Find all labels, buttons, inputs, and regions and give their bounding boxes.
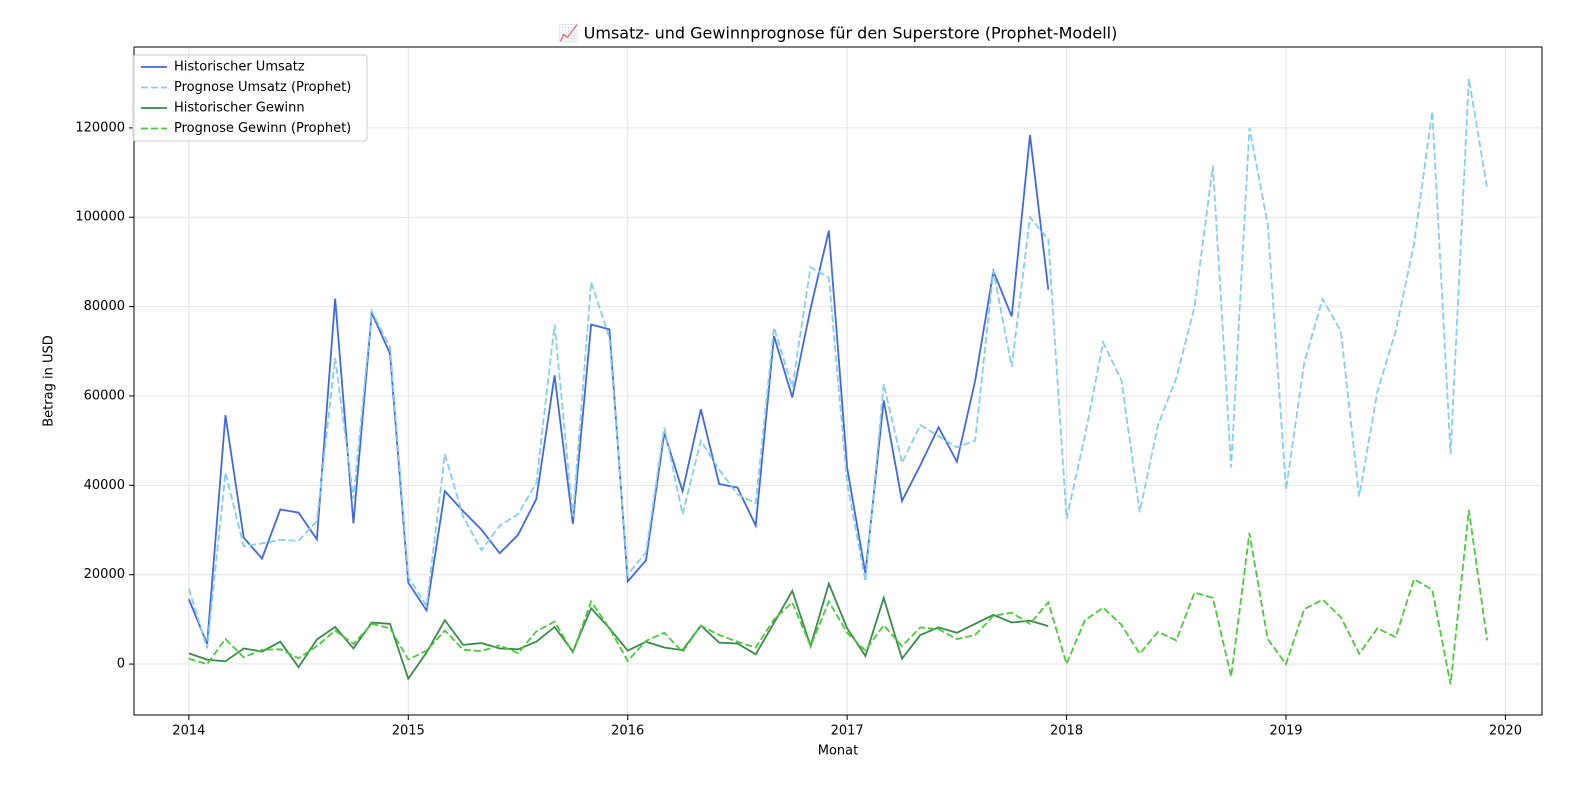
x-axis-label: Monat [818,744,858,759]
y-tick-label: 40000 [84,478,125,493]
y-tick-label: 60000 [84,388,125,403]
line-series [188,134,1050,645]
line-series [188,580,1049,681]
legend-box [132,54,368,142]
x-tick-label: 2017 [831,724,864,739]
x-tick-label: 2016 [611,724,644,739]
y-tick-label: 100000 [75,210,125,225]
y-tick-label: 120000 [75,120,125,135]
x-tick-label: 2015 [392,724,425,739]
legend-label: Historischer Umsatz [174,60,305,75]
y-tick-label: 80000 [84,299,125,314]
x-tick-label: 2019 [1269,724,1302,739]
x-tick-label: 2020 [1489,724,1522,739]
line-series [188,509,1489,685]
legend-label: Prognose Gewinn (Prophet) [174,121,351,136]
y-axis-label: Betrag in USD [42,335,57,426]
y-tick-label: 20000 [84,567,125,582]
legend-label: Prognose Umsatz (Prophet) [174,80,351,95]
x-tick-label: 2014 [172,724,205,739]
x-tick-label: 2018 [1050,724,1083,739]
plot-frame [133,46,1543,716]
chart-title: 📈 Umsatz- und Gewinnprognose für den Sup… [559,24,1118,43]
y-tick-label: 0 [117,657,125,672]
legend-label: Historischer Gewinn [174,101,305,116]
line-series [187,78,1489,649]
